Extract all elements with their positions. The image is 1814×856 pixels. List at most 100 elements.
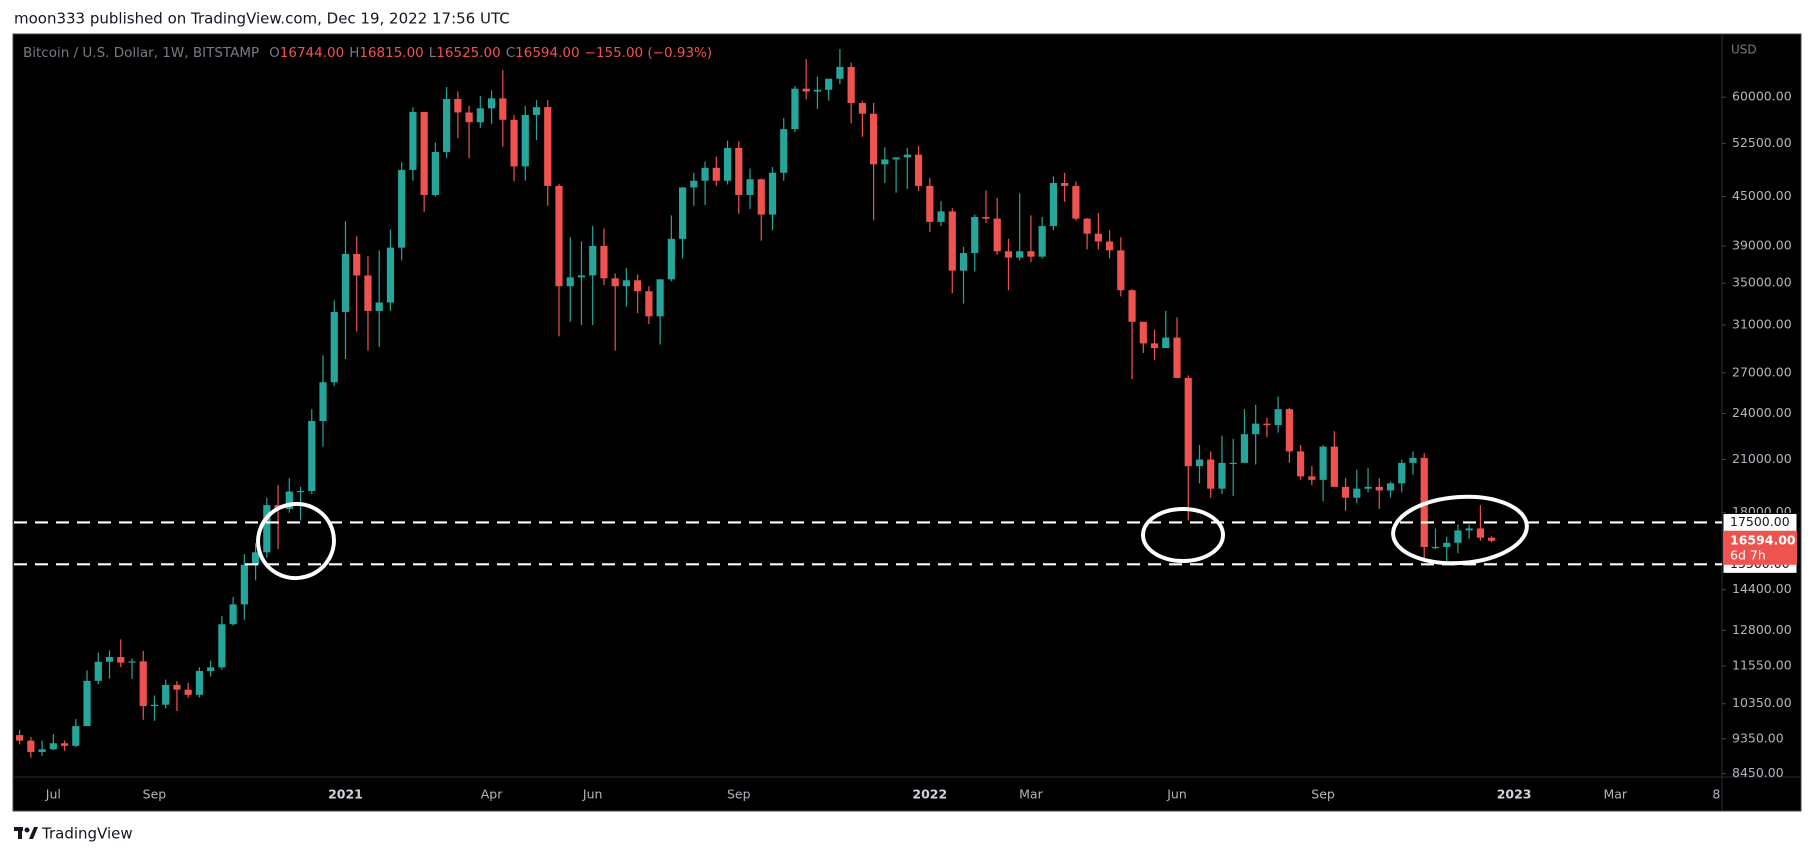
candle-body [948,211,956,271]
last-price-label: 16594.00 [1730,532,1796,547]
candle-body [622,280,631,287]
legend-value: 16815.00 [359,45,423,61]
legend-prefix: O [269,45,280,61]
legend-prefix: H [349,45,359,61]
candle-body [589,245,597,276]
x-tick-label: Sep [1311,787,1335,802]
legend-prefix: L [429,45,437,61]
candle-body [656,279,664,317]
candle-body [1229,462,1237,465]
candle-body [723,147,732,181]
y-tick-label: 24000.00 [1732,405,1792,420]
candle-body [1297,451,1305,477]
footer-brand: TradingView [41,825,133,843]
candle-body [443,98,451,152]
candle-body [1162,337,1170,349]
annotation-circle [1391,494,1529,566]
candle-body [1431,546,1440,549]
candle-body [240,564,248,605]
candle-body [1443,542,1451,547]
y-tick-label: 35000.00 [1732,275,1792,290]
candle-body [1207,459,1215,489]
candle-body [1398,462,1406,484]
candle-body [128,661,136,663]
candle-body [1319,446,1327,480]
y-tick-label: 12800.00 [1732,622,1792,637]
x-tick-label: Jul [45,787,61,802]
candle-body [162,684,170,705]
y-tick-label: 21000.00 [1732,451,1792,466]
candle-body [1218,462,1226,489]
candle-body [398,169,406,248]
candle-body [1454,530,1462,543]
candle-body [600,245,608,279]
candle-body [982,217,990,219]
candle-body [1128,290,1136,322]
candle-body [1375,486,1383,491]
candle-body [364,275,372,311]
candle-body [476,108,484,123]
legend-prefix: C [506,45,515,61]
candle-body [150,704,159,707]
candle-body [611,278,619,287]
candle-body [16,735,24,741]
candle-body [1184,377,1192,467]
candle-body [1240,434,1249,463]
x-tick-label: Sep [727,787,751,802]
candle-body [735,147,743,195]
candle-body [1105,241,1114,251]
y-tick-label: 10350.00 [1732,695,1792,710]
candle-body [813,89,822,92]
y-tick-label: 39000.00 [1732,237,1792,252]
candle-body [487,98,496,109]
candle-body [431,151,439,195]
y-tick-label: 11550.00 [1732,657,1792,672]
candle-body [499,98,507,120]
candle-body [375,302,383,311]
candle-body [712,167,720,181]
candle-body [1364,486,1372,489]
candle-body [634,280,642,292]
candle-body [1016,251,1024,258]
y-tick-label: 60000.00 [1732,89,1792,104]
logo-part [24,827,30,833]
y-tick-label: 14400.00 [1732,581,1792,596]
candle-body [701,167,709,181]
legend-change: −155.00 (−0.93%) [585,45,713,61]
candle-body [94,661,102,681]
candle-body [319,382,327,422]
logo-part [18,827,22,839]
candle-body [60,743,69,746]
footer-logo [14,827,38,839]
y-tick-label: 45000.00 [1732,188,1792,203]
candle-body [420,111,428,195]
candle-body [510,119,518,167]
candle-body [870,113,878,165]
candle-body [263,505,271,553]
x-tick-label: 8 [1712,787,1720,802]
x-tick-label: Jun [1166,787,1187,802]
candle-body [139,661,147,707]
x-tick-label: Mar [1019,787,1043,802]
candle-body [1353,488,1361,498]
candle-body [1038,226,1046,257]
candle-body [903,154,911,158]
y-tick-label: 52500.00 [1732,135,1792,150]
candle-body [27,740,35,752]
level-label: 17500.00 [1730,514,1790,529]
candle-body [1274,409,1282,426]
candle-body [825,78,833,90]
last-price-countdown: 6d 7h [1730,547,1766,562]
candle-body [1061,182,1069,186]
candle-body [454,98,462,113]
candle-body [184,689,192,695]
candle-body [285,491,293,509]
candle-body [173,684,181,690]
candle-body [1083,218,1091,234]
legend-symbol: Bitcoin / U.S. Dollar, 1W, BITSTAMP [23,45,259,61]
candle-body [847,66,855,104]
candle-body [1285,409,1293,452]
x-tick-label: 2022 [912,787,947,802]
candle-body [1386,483,1395,491]
candle-body [409,111,417,170]
